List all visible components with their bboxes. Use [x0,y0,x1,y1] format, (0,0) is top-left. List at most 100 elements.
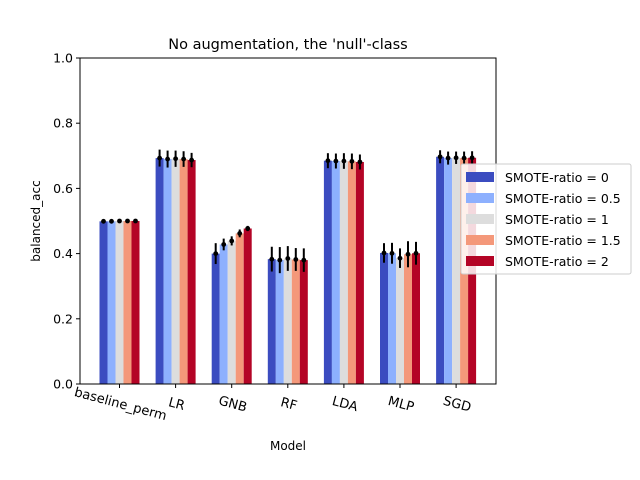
bar [283,258,292,384]
mean-point [133,218,138,224]
mean-point [437,154,443,160]
y-tick-label: 1.0 [53,51,73,66]
mean-point [333,158,339,164]
x-tick-label: baseline_perm [73,385,169,424]
bar [436,156,445,384]
bar [99,221,108,384]
bar [171,158,180,384]
chart-title: No augmentation, the 'null'-class [168,37,407,53]
mean-point [213,251,219,256]
bar [187,160,196,384]
bar [452,157,461,384]
bar [380,252,388,384]
mean-point [101,218,106,224]
mean-point [109,218,114,224]
mean-point [445,155,451,161]
bar [227,240,236,384]
bar [219,244,228,384]
y-tick-label: 0.2 [53,311,73,326]
bar [123,221,132,384]
mean-point [189,157,195,163]
legend-swatch [466,193,494,203]
mean-point [389,250,395,256]
bar [243,228,252,384]
mean-point [173,156,179,162]
mean-point [165,156,171,162]
mean-point [277,257,283,263]
legend-frame [460,163,632,275]
legend-label: SMOTE-ratio = 2 [505,254,609,269]
bar [235,233,244,384]
bar [444,158,453,384]
mean-point [293,257,299,262]
bar [323,160,332,384]
y-tick-label: 0.0 [53,377,73,392]
bar [347,161,356,384]
bar [267,259,276,384]
bar [163,159,172,384]
bar [131,221,140,384]
mean-point [125,218,130,224]
bars-layer [99,156,477,384]
legend-label: SMOTE-ratio = 0.5 [505,191,621,206]
bar [155,158,164,384]
mean-point [469,155,475,161]
bar [388,253,396,384]
bar [291,259,300,384]
legend: SMOTE-ratio = 0 SMOTE-ratio = 0.5 SMOTE-ra… [460,163,632,275]
mean-point [285,256,291,261]
x-tick-label: LDA [330,394,359,415]
mean-point [357,159,363,165]
mean-point [181,156,187,162]
bar [355,161,364,384]
bar [396,258,404,384]
x-tick-label: SGD [441,394,472,416]
bar [331,161,340,384]
y-axis-label: balanced_acc [29,180,43,261]
mean-point [453,155,459,161]
mean-point [349,158,355,164]
y-axis: 0.0 0.2 0.4 0.6 0.8 1.0 [53,51,80,392]
x-tick-label: RF [279,395,299,414]
mean-point [237,230,243,236]
x-tick-label: MLP [386,394,415,415]
mean-point [461,155,467,161]
mean-point [221,242,227,247]
mean-point [413,250,419,256]
mean-point [117,218,122,224]
legend-swatch [466,172,494,182]
mean-point [325,158,331,164]
x-tick-label: LR [167,395,187,414]
mean-point [301,257,307,263]
legend-items: SMOTE-ratio = 0 SMOTE-ratio = 0.5 SMOTE-ra… [466,170,621,269]
bar [115,221,124,384]
legend-label: SMOTE-ratio = 1.5 [505,233,621,248]
legend-label: SMOTE-ratio = 1 [505,212,609,227]
mean-point [269,256,275,262]
bar [107,221,116,384]
legend-swatch [466,256,494,266]
legend-swatch [466,214,494,224]
y-tick-label: 0.8 [53,116,73,131]
mean-point [245,226,251,231]
mean-point [229,238,235,244]
bar [404,254,412,384]
mean-point [157,155,163,161]
bar [179,159,188,384]
mean-point [405,251,411,257]
x-axis-label: Model [270,439,306,453]
bar [275,260,284,384]
error-bars-layer [101,149,475,274]
bar [299,260,308,384]
y-tick-label: 0.4 [53,246,73,261]
mean-point [381,250,387,256]
bar [339,161,348,384]
x-tick-label: GNB [217,394,249,416]
legend-label: SMOTE-ratio = 0 [505,170,609,185]
bar [211,253,220,384]
mean-point [341,158,347,164]
bar [412,253,420,384]
